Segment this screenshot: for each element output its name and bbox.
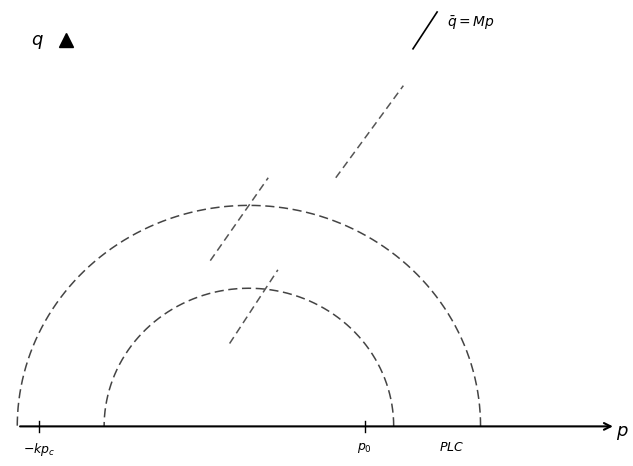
Text: $-kp_c$: $-kp_c$ (23, 441, 55, 458)
Text: $p_0$: $p_0$ (357, 441, 372, 455)
Text: q: q (31, 31, 42, 48)
Text: p: p (616, 422, 627, 440)
Text: $PLC$: $PLC$ (439, 441, 464, 454)
Text: $\bar{q} = Mp$: $\bar{q} = Mp$ (447, 14, 495, 33)
